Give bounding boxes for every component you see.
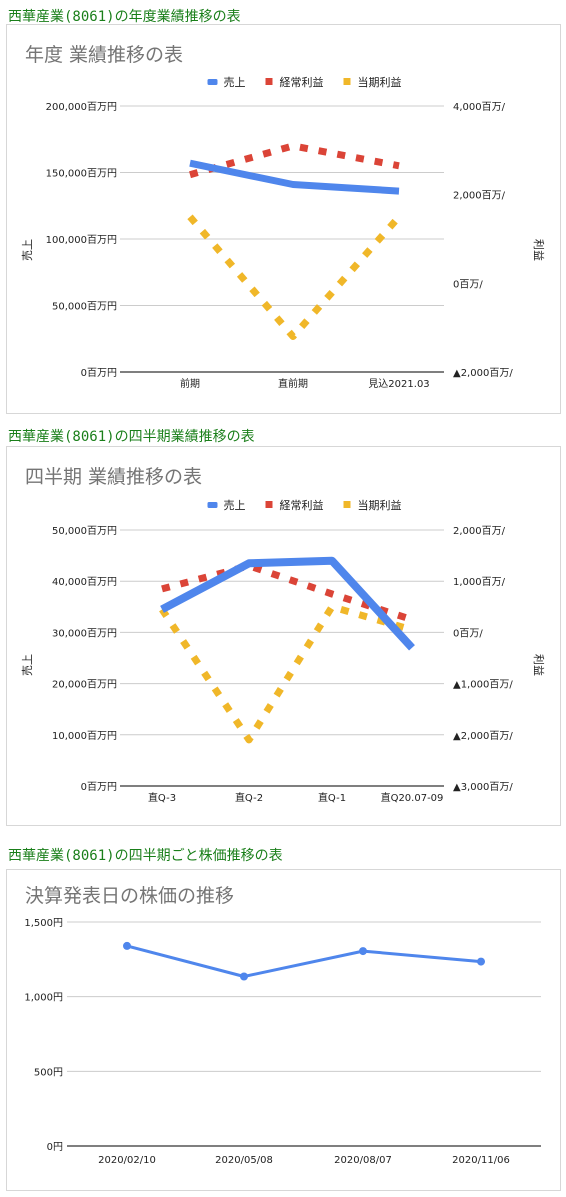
chart-title: 年度 業績推移の表 <box>25 44 183 66</box>
x-tick-label: 直前期 <box>278 377 308 390</box>
y-left-tick-label: 200,000百万円 <box>46 101 117 113</box>
series-line <box>126 944 482 978</box>
chart-svg: 年度 業績推移の表 0百万円 50,000百万円 100,000百万円 150,000百… <box>21 44 546 390</box>
y-left-tick-label: 100,000百万円 <box>46 234 117 246</box>
y-right-tick-label: 0百万/ <box>453 627 483 639</box>
annual-chart-panel: 年度 業績推移の表 0百万円 50,000百万円 100,000百万円 150,000百… <box>6 24 561 414</box>
x-tick-label: 前期 <box>180 377 200 390</box>
legend-item: 売上 <box>207 499 246 512</box>
data-point <box>123 941 131 950</box>
section-heading-stock-price: 西華産業(8061)の四半期ごと株価推移の表 <box>8 848 283 864</box>
data-point <box>240 972 248 981</box>
y-right-tick-label: ▲2,000百万/ <box>453 730 513 742</box>
legend-swatch <box>265 78 273 85</box>
legend-label: 経常利益 <box>280 498 324 512</box>
x-tick-label: 2020/08/07 <box>334 1155 392 1166</box>
x-tick-label: 直Q20.07-09 <box>381 791 444 804</box>
legend-swatch <box>265 501 273 508</box>
legend-label: 売上 <box>224 76 246 89</box>
series-line <box>160 556 415 651</box>
legend-item: 経常利益 <box>265 498 324 512</box>
y-left-axis-label: 売上 <box>21 239 34 261</box>
y-left-tick-label: 20,000百万円 <box>52 679 117 691</box>
y-left-tick-label: 30,000百万円 <box>52 627 117 639</box>
y-right-tick-label: 4,000百万/ <box>453 101 506 113</box>
legend-label: 当期利益 <box>358 498 402 512</box>
section-heading-quarterly: 西華産業(8061)の四半期業績推移の表 <box>8 429 255 445</box>
y-right-tick-label: ▲2,000百万/ <box>453 367 513 379</box>
section-heading-annual: 西華産業(8061)の年度業績推移の表 <box>8 9 241 25</box>
legend-item: 当期利益 <box>343 75 402 89</box>
y-left-tick-label: 10,000百万円 <box>52 730 117 742</box>
legend-label: 売上 <box>224 499 246 512</box>
legend-item: 経常利益 <box>265 75 324 89</box>
y-left-tick-label: 1,500円 <box>24 918 63 929</box>
series-line <box>161 562 414 623</box>
y-left-tick-label: 0百万円 <box>81 367 117 379</box>
chart-title: 四半期 業績推移の表 <box>25 466 202 488</box>
y-left-axis-label: 売上 <box>21 654 34 676</box>
series-line <box>159 603 413 744</box>
y-left-tick-label: 40,000百万円 <box>52 576 117 588</box>
y-right-tick-label: 1,000百万/ <box>453 576 506 588</box>
quarterly-chart-panel: 四半期 業績推移の表 0百万円 10,000百万円 20,000百万円 30,000百万… <box>6 446 561 826</box>
y-right-tick-label: ▲1,000百万/ <box>453 679 513 691</box>
chart-title: 決算発表日の株価の推移 <box>25 885 234 907</box>
x-tick-label: 直Q-1 <box>318 791 346 804</box>
legend-swatch <box>207 502 218 508</box>
legend-swatch <box>343 78 351 85</box>
series-line <box>189 159 400 195</box>
y-right-tick-label: 2,000百万/ <box>453 525 506 537</box>
y-right-axis-label: 利益 <box>532 654 546 676</box>
chart-svg: 四半期 業績推移の表 0百万円 10,000百万円 20,000百万円 30,000百万… <box>21 466 546 804</box>
chart-svg: 決算発表日の株価の推移 0円 500円 1,000円 1,500円 2020/02/10 2… <box>24 885 541 1166</box>
stock-price-chart-panel: 決算発表日の株価の推移 0円 500円 1,000円 1,500円 2020/02/10 2… <box>6 869 561 1191</box>
legend-item: 売上 <box>207 76 246 89</box>
x-tick-label: 2020/02/10 <box>98 1155 156 1166</box>
legend-item: 当期利益 <box>343 498 402 512</box>
x-tick-label: 見込2021.03 <box>368 378 429 390</box>
series-line <box>189 142 400 179</box>
legend-swatch <box>343 501 351 508</box>
y-left-tick-label: 500円 <box>34 1067 63 1078</box>
series-line <box>187 214 402 340</box>
y-right-axis-label: 利益 <box>532 239 546 261</box>
y-right-tick-label: ▲3,000百万/ <box>453 781 513 793</box>
legend-label: 当期利益 <box>358 75 402 89</box>
x-tick-label: 直Q-3 <box>148 791 176 804</box>
x-tick-label: 直Q-2 <box>235 791 263 804</box>
y-left-tick-label: 150,000百万円 <box>46 168 117 180</box>
y-left-tick-label: 50,000百万円 <box>52 301 117 313</box>
y-left-tick-label: 50,000百万円 <box>52 525 117 537</box>
y-left-tick-label: 0円 <box>47 1142 63 1153</box>
legend-label: 経常利益 <box>280 75 324 89</box>
y-left-tick-label: 0百万円 <box>81 781 117 793</box>
x-tick-label: 2020/05/08 <box>215 1155 273 1166</box>
x-tick-label: 2020/11/06 <box>452 1155 510 1166</box>
y-left-tick-label: 1,000円 <box>24 993 63 1004</box>
data-point <box>359 947 367 956</box>
legend-swatch <box>207 79 218 85</box>
y-right-tick-label: 2,000百万/ <box>453 190 506 202</box>
data-point <box>477 957 485 966</box>
y-right-tick-label: 0百万/ <box>453 278 483 290</box>
